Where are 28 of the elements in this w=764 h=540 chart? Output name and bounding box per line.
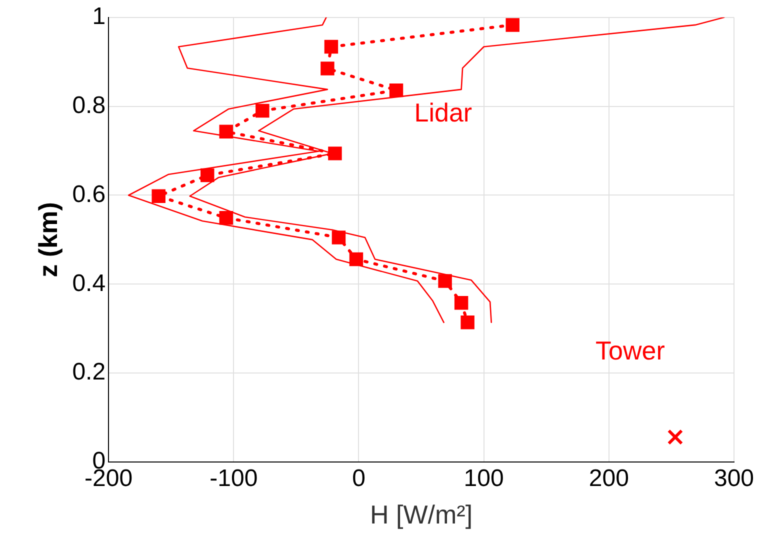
x-tick-label: 200	[588, 465, 629, 492]
x-tick-label: 0	[352, 465, 366, 492]
y-tick-label: 0.2	[72, 358, 106, 386]
x-tick-label: 300	[714, 465, 754, 492]
point	[460, 316, 474, 330]
point	[332, 230, 346, 244]
point	[506, 18, 520, 32]
x-axis-title: H [W/m²]	[370, 500, 473, 530]
point	[200, 168, 214, 182]
y-tick-label: 0.4	[72, 270, 106, 297]
point	[389, 83, 404, 98]
y-tick-label: 1	[92, 3, 106, 30]
y-tick-label: 0.8	[72, 92, 106, 119]
point	[438, 274, 452, 288]
point	[256, 104, 270, 118]
point	[152, 189, 166, 203]
text: Tower	[596, 335, 666, 366]
x-tick-label: -100	[210, 465, 258, 492]
y-axis-title: z (km)	[32, 202, 63, 278]
point	[328, 146, 342, 160]
point	[320, 62, 334, 76]
x-tick-label: 100	[464, 465, 504, 492]
series-label: Lidar	[414, 97, 472, 128]
point	[454, 296, 468, 310]
point	[324, 40, 338, 54]
point	[219, 211, 234, 225]
point	[667, 429, 684, 445]
y-tick-label: 0.6	[72, 180, 106, 208]
